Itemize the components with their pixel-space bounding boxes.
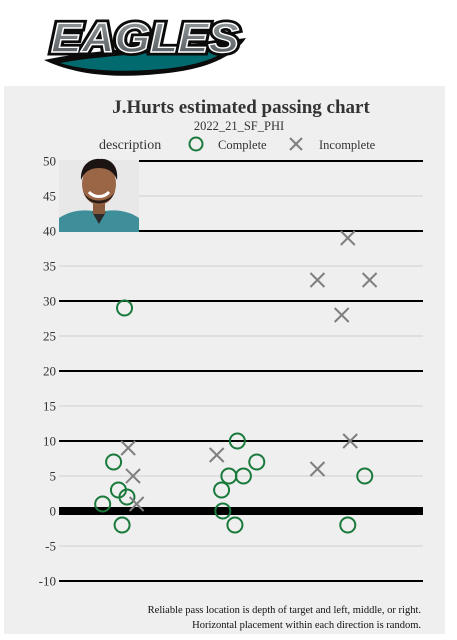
incomplete-pass-point-7 xyxy=(361,272,378,288)
legend-incomplete-label: Incomplete xyxy=(319,138,376,152)
complete-pass-point-7 xyxy=(228,432,246,450)
chart-caption-line-1: Reliable pass location is depth of targe… xyxy=(148,605,421,616)
y-tick-label-40: 40 xyxy=(43,224,56,239)
incomplete-pass-point-5 xyxy=(340,230,356,246)
y-tick-label-10: 10 xyxy=(43,434,56,449)
complete-pass-point-5 xyxy=(94,495,112,513)
y-tick-label-0: 0 xyxy=(50,504,57,519)
y-tick-label-neg5: -5 xyxy=(45,539,56,554)
y-tick-label-20: 20 xyxy=(43,364,56,379)
eagles-logo: EAGLES EAGLES xyxy=(44,11,246,76)
legend-complete-label: Complete xyxy=(218,138,267,152)
legend-incomplete-marker xyxy=(289,137,303,151)
chart-legend: description Complete Incomplete xyxy=(99,136,376,153)
complete-pass-point-8 xyxy=(248,453,266,471)
passing-chart: J.Hurts estimated passing chart 2022_21_… xyxy=(39,97,423,631)
complete-pass-point-2 xyxy=(105,453,123,471)
incomplete-pass-point-10 xyxy=(309,461,326,477)
y-tick-label-25: 25 xyxy=(43,329,56,344)
complete-pass-point-10 xyxy=(234,467,252,485)
eagles-logo-wordmark: EAGLES xyxy=(51,14,239,61)
chart-title: J.Hurts estimated passing chart xyxy=(112,97,370,118)
y-tick-label-5: 5 xyxy=(50,469,57,484)
complete-pass-point-11 xyxy=(213,481,231,499)
incomplete-pass-point-1 xyxy=(120,440,136,456)
y-tick-label-35: 35 xyxy=(43,259,56,274)
incomplete-pass-point-3 xyxy=(128,496,145,512)
legend-complete-marker xyxy=(188,136,204,152)
chart-points xyxy=(94,230,378,534)
eagles-logo-wordmark-outline: EAGLES xyxy=(51,14,239,61)
complete-pass-point-6 xyxy=(113,516,131,534)
chart-caption-line-2: Horizontal placement within each directi… xyxy=(192,620,421,631)
y-tick-label-30: 30 xyxy=(43,294,56,309)
incomplete-pass-point-8 xyxy=(333,307,350,323)
y-tick-label-50: 50 xyxy=(43,154,56,169)
legend-title: description xyxy=(99,138,161,153)
incomplete-pass-point-6 xyxy=(309,272,326,288)
player-headshot xyxy=(59,158,139,232)
complete-pass-point-1 xyxy=(116,299,134,317)
chart-subtitle: 2022_21_SF_PHI xyxy=(194,119,284,133)
incomplete-pass-point-4 xyxy=(209,447,225,463)
incomplete-pass-point-2 xyxy=(125,468,141,484)
complete-pass-point-12 xyxy=(214,502,232,520)
y-tick-label-15: 15 xyxy=(43,399,56,414)
complete-pass-point-14 xyxy=(356,467,374,485)
incomplete-pass-point-9 xyxy=(342,433,358,449)
complete-pass-point-4 xyxy=(118,488,136,506)
y-tick-label-45: 45 xyxy=(43,189,56,204)
complete-pass-point-13 xyxy=(226,516,244,534)
headshot-hair xyxy=(80,158,118,180)
y-tick-label-neg10: -10 xyxy=(39,574,56,589)
complete-pass-point-15 xyxy=(339,516,357,534)
y-axis-ticks: -10 -5 0 5 10 15 20 25 30 35 40 45 50 xyxy=(39,154,56,589)
chart-panel: J.Hurts estimated passing chart 2022_21_… xyxy=(4,86,445,634)
eagles-logo-wing-inner xyxy=(60,45,234,71)
